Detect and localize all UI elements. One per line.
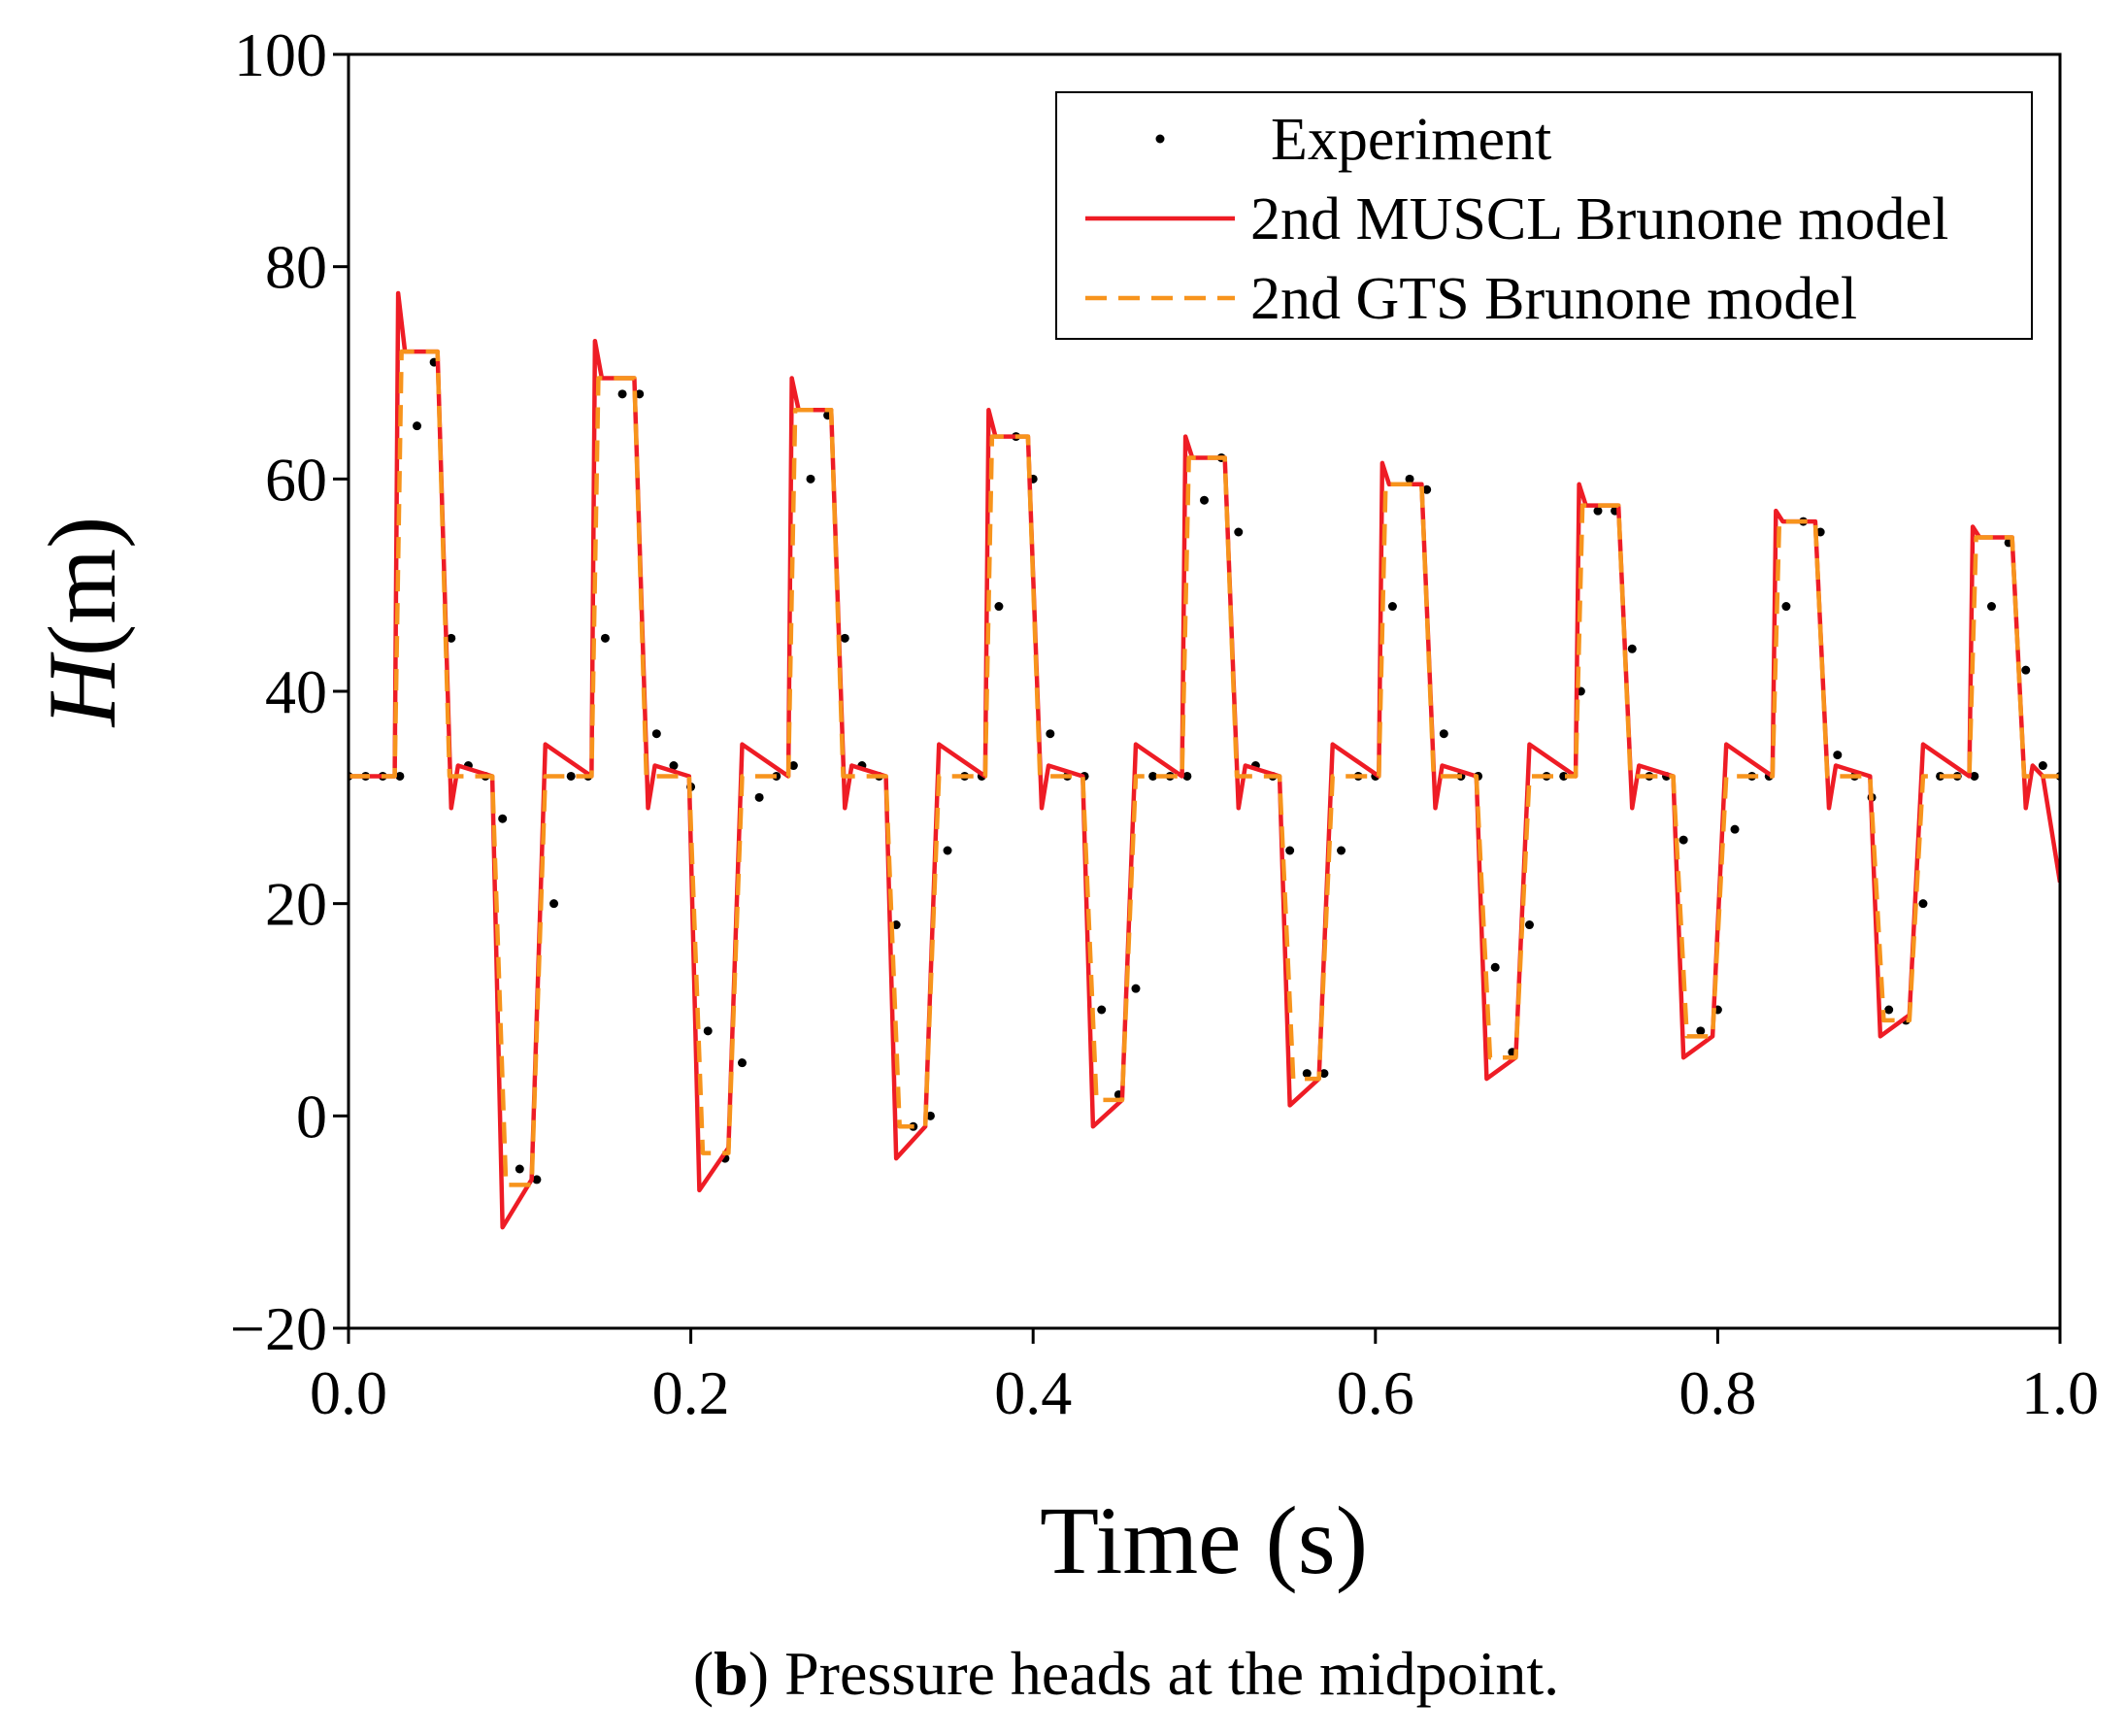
data-point bbox=[840, 633, 849, 643]
y-tick-label: 60 bbox=[265, 445, 327, 514]
data-point bbox=[1884, 1005, 1894, 1015]
data-point bbox=[1986, 602, 1996, 612]
data-point bbox=[1097, 1005, 1107, 1015]
x-tick-label: 0.0 bbox=[310, 1358, 387, 1427]
data-point bbox=[1337, 846, 1346, 855]
data-point bbox=[1302, 1069, 1312, 1079]
data-point bbox=[788, 761, 798, 771]
data-point bbox=[566, 771, 576, 781]
data-point bbox=[498, 814, 508, 823]
data-point bbox=[754, 792, 764, 802]
data-point bbox=[1833, 751, 1843, 760]
data-point bbox=[1439, 729, 1448, 739]
x-tick-label: 1.0 bbox=[2021, 1358, 2099, 1427]
data-point bbox=[1234, 527, 1244, 537]
data-point bbox=[1182, 771, 1192, 781]
data-point bbox=[1046, 729, 1055, 739]
data-point bbox=[925, 1111, 935, 1120]
data-point bbox=[1490, 962, 1500, 972]
data-point bbox=[1131, 984, 1141, 993]
data-point bbox=[943, 846, 952, 855]
data-point bbox=[1524, 920, 1534, 930]
legend-marker bbox=[1155, 134, 1165, 144]
data-point bbox=[2038, 761, 2047, 771]
data-point bbox=[1730, 824, 1740, 834]
x-tick-label: 0.2 bbox=[652, 1358, 730, 1427]
data-point bbox=[651, 729, 661, 739]
data-point bbox=[669, 761, 679, 771]
y-tick-label: −20 bbox=[230, 1294, 327, 1363]
y-axis-label-var: H bbox=[28, 651, 136, 728]
data-point bbox=[1593, 506, 1603, 516]
y-tick-label: 20 bbox=[265, 870, 327, 939]
data-point bbox=[1405, 474, 1414, 484]
data-point bbox=[1678, 835, 1688, 845]
caption: (b) Pressure heads at the midpoint. bbox=[693, 1639, 1559, 1708]
y-tick-label: 80 bbox=[265, 233, 327, 302]
data-point bbox=[703, 1026, 713, 1036]
data-point bbox=[1200, 495, 1209, 505]
data-point bbox=[1696, 1026, 1706, 1036]
data-point bbox=[617, 389, 627, 399]
data-point bbox=[447, 633, 456, 643]
data-point bbox=[600, 633, 610, 643]
data-point bbox=[1815, 527, 1825, 537]
data-point bbox=[413, 421, 422, 431]
data-point bbox=[737, 1058, 747, 1068]
data-point bbox=[635, 389, 645, 399]
data-point bbox=[1387, 602, 1397, 612]
x-tick-label: 0.4 bbox=[994, 1358, 1072, 1427]
legend-label: 2nd GTS Brunone model bbox=[1250, 266, 1857, 332]
data-point bbox=[1422, 484, 1432, 494]
caption-open: ( bbox=[693, 1639, 714, 1708]
y-tick-label: 0 bbox=[296, 1082, 327, 1151]
series-line bbox=[349, 349, 2060, 1187]
legend-label: Experiment bbox=[1271, 107, 1551, 173]
data-point bbox=[1285, 846, 1295, 855]
caption-label: b bbox=[714, 1639, 748, 1708]
data-point bbox=[532, 1175, 542, 1185]
x-tick-label: 0.8 bbox=[1678, 1358, 1756, 1427]
legend: Experiment 2nd MUSCL Brunone model 2nd GTS… bbox=[1055, 91, 2033, 340]
y-axis-label: H(m) bbox=[28, 517, 136, 729]
series-line bbox=[349, 290, 2060, 1230]
y-tick-label: 100 bbox=[234, 20, 327, 89]
legend-label: 2nd MUSCL Brunone model bbox=[1250, 186, 1948, 252]
data-point bbox=[891, 920, 901, 930]
data-point bbox=[806, 474, 815, 484]
data-point bbox=[1781, 602, 1791, 612]
x-axis-label: Time (s) bbox=[1040, 1486, 1368, 1594]
data-point bbox=[2021, 665, 2031, 675]
data-point bbox=[1319, 1069, 1329, 1079]
y-tick-label: 40 bbox=[265, 657, 327, 726]
data-point bbox=[1148, 771, 1158, 781]
data-point bbox=[1918, 899, 1928, 909]
data-point bbox=[395, 771, 405, 781]
data-point bbox=[1970, 771, 1979, 781]
data-point bbox=[549, 899, 559, 909]
data-point bbox=[515, 1164, 524, 1174]
y-axis-label-unit: (m) bbox=[28, 517, 136, 656]
x-tick-label: 0.6 bbox=[1337, 1358, 1414, 1427]
data-point bbox=[1627, 644, 1637, 653]
caption-text: ) Pressure heads at the midpoint. bbox=[748, 1639, 1559, 1708]
data-point bbox=[994, 602, 1004, 612]
